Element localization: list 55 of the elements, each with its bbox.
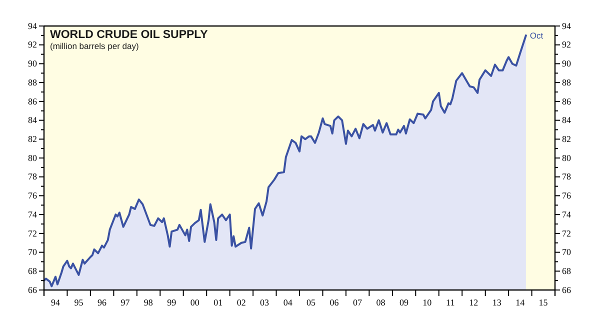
x-tick-label: 04 <box>283 297 293 308</box>
x-tick-label: 01 <box>214 297 223 308</box>
x-tick-label: 99 <box>167 297 177 308</box>
x-tick-label: 98 <box>144 297 154 308</box>
y2-tick-label: 80 <box>562 152 572 163</box>
x-tick-label: 95 <box>74 297 84 308</box>
y2-tick-label: 86 <box>562 96 572 106</box>
y2-tick-label: 66 <box>562 284 572 295</box>
x-tick-label: 94 <box>51 297 61 308</box>
y-tick-label: 88 <box>28 77 38 88</box>
annotation: Oct <box>530 30 544 40</box>
y2-tick-label: 84 <box>562 115 572 126</box>
y-tick-label: 94 <box>28 20 38 31</box>
x-tick-label: 03 <box>260 297 270 308</box>
y-tick-label: 72 <box>28 228 37 238</box>
y2-tick-label: 72 <box>562 228 571 238</box>
x-tick-label: 05 <box>306 297 316 308</box>
x-tick-label: 06 <box>330 297 340 308</box>
y2-tick-label: 92 <box>562 40 571 50</box>
x-tick-label: 15 <box>538 297 548 308</box>
y2-tick-label: 94 <box>562 20 572 31</box>
y-tick-label: 76 <box>28 190 38 201</box>
y-tick-label: 86 <box>28 96 38 106</box>
y2-tick-label: 74 <box>562 209 572 220</box>
text: (million barrels per day) <box>50 41 139 51</box>
y2-tick-label: 78 <box>562 172 572 182</box>
y-tick-label: 70 <box>28 247 38 258</box>
y2-tick-label: 82 <box>562 134 571 144</box>
x-tick-label: 13 <box>492 297 502 308</box>
y2-tick-label: 76 <box>562 190 572 201</box>
x-tick-label: 96 <box>98 297 107 308</box>
y-tick-label: 78 <box>28 172 38 182</box>
y-tick-label: 80 <box>28 152 38 163</box>
x-tick-label: 14 <box>516 297 526 308</box>
y-tick-label: 92 <box>28 40 37 50</box>
y-tick-label: 74 <box>28 209 38 220</box>
y-tick-label: 90 <box>28 58 38 69</box>
y2-tick-label: 90 <box>562 58 572 69</box>
y-tick-label: 82 <box>28 134 37 144</box>
chart-title: WORLD CRUDE OIL SUPPLY <box>50 29 208 41</box>
x-tick-label: 07 <box>352 297 362 308</box>
y-tick-label: 68 <box>28 266 38 276</box>
x-tick-label: 97 <box>120 297 130 308</box>
y2-tick-label: 88 <box>562 77 572 88</box>
x-tick-label: 02 <box>236 297 246 308</box>
x-tick-label: 08 <box>376 297 386 308</box>
x-tick-label: 12 <box>469 297 478 308</box>
y-tick-label: 66 <box>28 284 38 295</box>
x-tick-label: 10 <box>422 297 432 308</box>
x-tick-label: 00 <box>190 297 200 308</box>
y2-tick-label: 70 <box>562 247 572 258</box>
x-tick-label: 09 <box>399 297 409 308</box>
x-tick-label: 11 <box>446 297 455 308</box>
y-tick-label: 84 <box>28 115 38 126</box>
y2-tick-label: 68 <box>562 266 572 276</box>
